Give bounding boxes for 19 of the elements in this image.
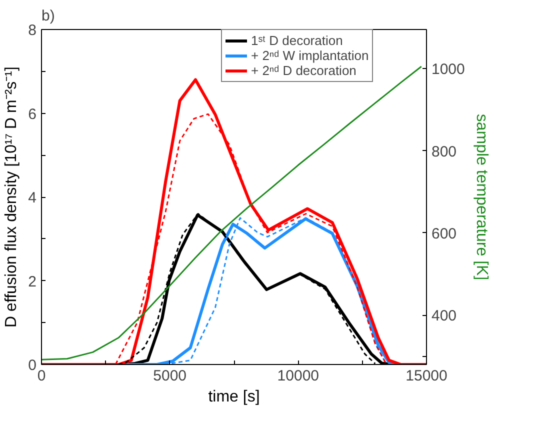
- y-tick-label: 0: [28, 357, 36, 374]
- y2-tick-label: 400: [432, 308, 457, 325]
- y2-tick-label: 800: [432, 143, 457, 160]
- y-tick-label: 8: [28, 22, 36, 39]
- legend-label: 1ˢᵗ D decoration: [251, 33, 343, 48]
- chart-title: b): [42, 8, 55, 24]
- y2-tick-label: 1000: [432, 61, 465, 78]
- x-tick-label: 5000: [153, 368, 187, 384]
- y-tick-label: 4: [28, 190, 36, 206]
- y-tick-label: 6: [28, 106, 36, 123]
- x-tick-label: 10000: [277, 368, 320, 384]
- y2-axis-title: sample temperature [K]: [472, 114, 490, 280]
- legend-label: + 2ⁿᵈ D decoration: [251, 63, 356, 78]
- y-tick-label: 2: [28, 273, 36, 290]
- legend-label: + 2ⁿᵈ W implantation: [251, 48, 369, 63]
- y2-tick-label: 600: [432, 225, 457, 242]
- y-axis-title: D effusion flux density [10¹⁷ D m⁻²s⁻¹]: [3, 66, 20, 328]
- x-axis-title: time [s]: [208, 388, 260, 406]
- x-tick-label: 15000: [406, 368, 448, 384]
